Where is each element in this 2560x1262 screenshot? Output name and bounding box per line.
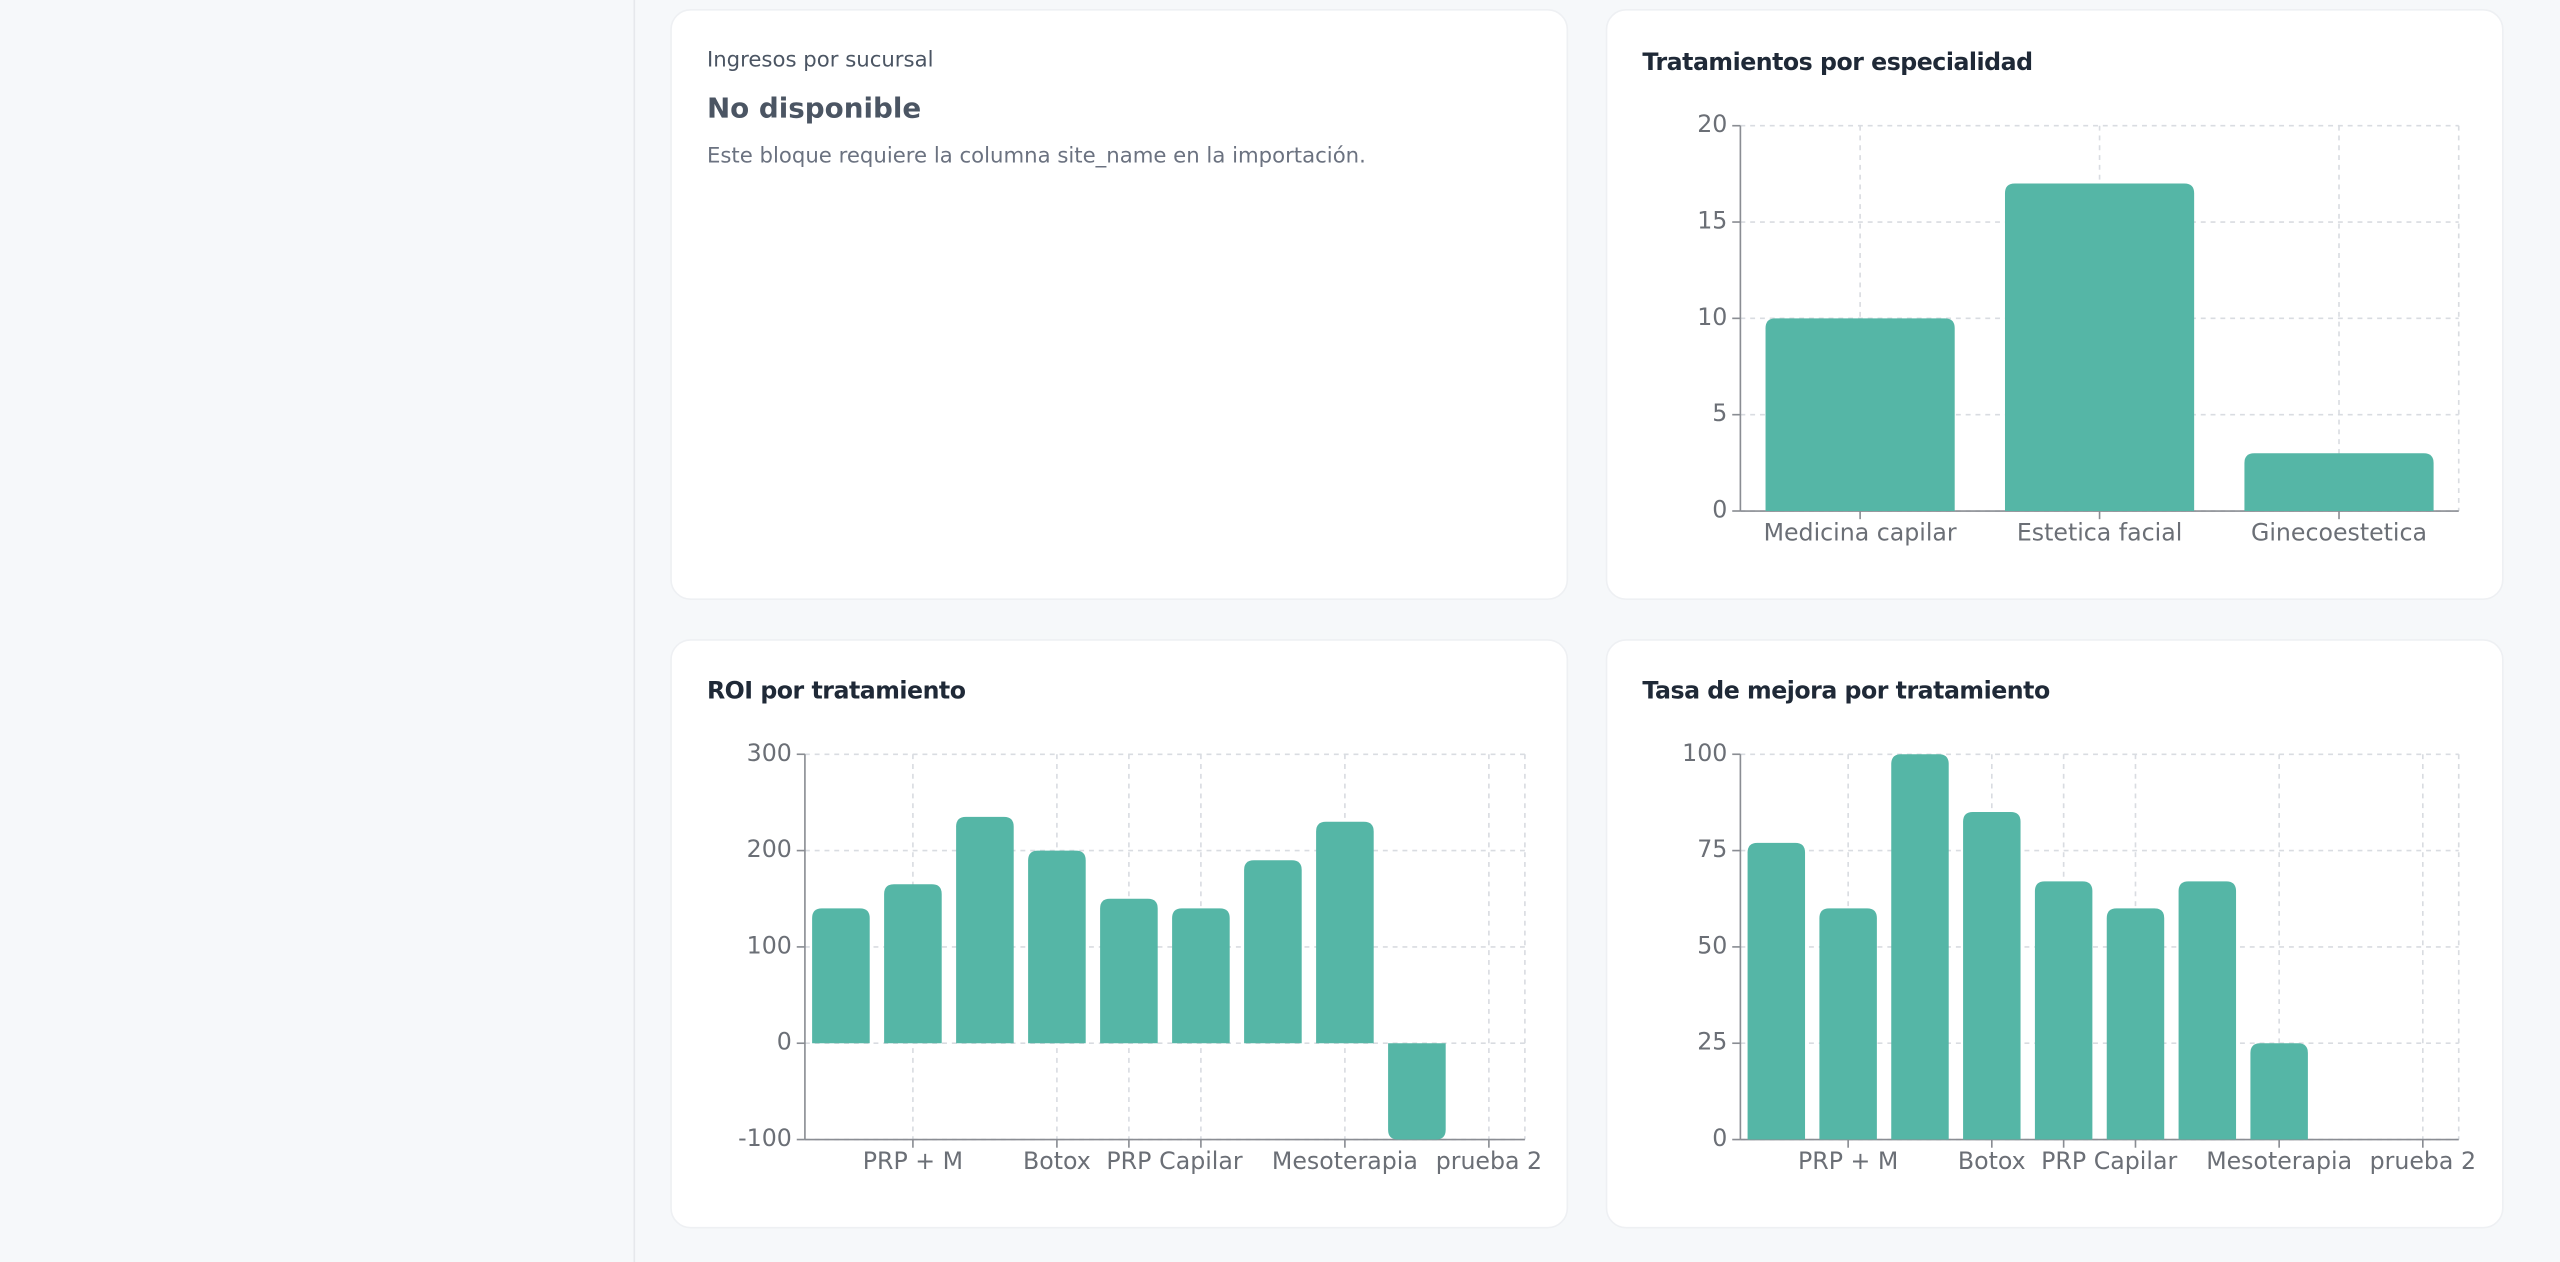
x-tick-label: prueba 2 [1436,1147,1542,1175]
bar [1765,318,1955,512]
x-tick-label: prueba 2 [2370,1147,2476,1175]
chart-title: ROI por tratamiento [707,677,966,705]
y-tick-label: 100 [747,931,792,959]
y-tick-label: 0 [1712,496,1727,524]
bar [1747,842,1806,1140]
x-tick-label: PRP [1106,1147,1151,1175]
bar [884,884,942,1044]
bar [2106,908,2165,1140]
bar [956,816,1014,1044]
y-tick-label: 100 [1682,739,1727,767]
bar [1963,812,2021,1140]
chart-title: Tasa de mejora por tratamiento [1642,677,2050,705]
x-tick-label: Capilar [1159,1147,1243,1175]
bar [1172,908,1230,1044]
x-tick-label: Estetica facial [2017,518,2182,546]
x-tick-label: PRP + M [1798,1147,1898,1175]
y-tick-label: 50 [1697,931,1727,959]
bar [1819,908,1877,1140]
bar [2250,1043,2308,1140]
bar [812,908,870,1044]
y-tick-label: 0 [777,1028,792,1056]
bar [2178,881,2237,1140]
y-tick-label: 300 [747,739,792,767]
y-tick-label: 15 [1697,207,1727,235]
x-tick-label: Ginecoestetica [2251,518,2427,546]
x-tick-label: Medicina capilar [1764,518,1957,546]
bar [2034,881,2093,1140]
x-tick-label: PRP + M [863,1147,963,1175]
bar [1244,860,1302,1044]
card [670,8,1569,600]
card-title: Ingresos por sucursal [707,47,934,72]
x-tick-label: Botox [1958,1147,2026,1175]
bar [2244,453,2434,512]
bar [1316,821,1374,1044]
card-heading: No disponible [707,91,921,124]
y-tick-label: 10 [1697,303,1727,331]
y-tick-label: 25 [1697,1028,1727,1056]
y-tick-label: -100 [738,1124,792,1152]
bar [2004,183,2195,512]
bar [1028,850,1086,1044]
card-message: Este bloque requiere la columna site_nam… [707,144,1366,169]
x-tick-label: Mesoterapia [1272,1147,1418,1175]
x-tick-label: Botox [1023,1147,1091,1175]
bar [1891,754,1949,1140]
y-tick-label: 0 [1712,1124,1727,1152]
x-tick-label: PRP [2041,1147,2086,1175]
bar [1100,898,1158,1044]
x-tick-label: Mesoterapia [2206,1147,2352,1175]
y-tick-label: 20 [1697,110,1727,138]
bar [1388,1043,1446,1140]
y-tick-label: 75 [1697,835,1727,863]
x-tick-label: Capilar [2094,1147,2178,1175]
chart-title: Tratamientos por especialidad [1642,48,2032,76]
y-tick-label: 5 [1712,399,1727,427]
y-tick-label: 200 [747,835,792,863]
